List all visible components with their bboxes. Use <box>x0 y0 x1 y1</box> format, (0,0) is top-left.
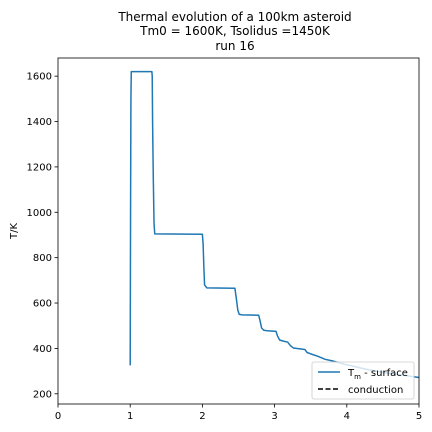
chart-title-line-1: Thermal evolution of a 100km asteroid <box>117 10 351 24</box>
chart-title-line-3: run 16 <box>215 39 254 53</box>
y-tick-label: 1000 <box>27 208 52 219</box>
y-axis-ticks: 200 400 600 800 1000 1200 1400 1600 <box>27 72 58 400</box>
plot-frame <box>57 57 420 405</box>
legend-label-surface: Tm - surface <box>347 368 408 381</box>
legend-label-surface-sub: m <box>354 373 361 381</box>
y-tick-label: 1400 <box>27 117 52 128</box>
y-tick-label: 400 <box>33 344 52 355</box>
x-tick-label: 0 <box>55 411 61 422</box>
y-tick-label: 600 <box>33 299 52 310</box>
legend-label-surface-rest: - surface <box>361 368 408 379</box>
legend-label-conduction: conduction <box>348 385 403 396</box>
legend: Tm - surface conduction <box>311 361 415 400</box>
y-tick-label: 1600 <box>27 72 52 83</box>
y-tick-label: 200 <box>33 389 52 400</box>
plot-area <box>57 57 420 405</box>
x-tick-label: 1 <box>127 411 133 422</box>
x-tick-label: 2 <box>199 411 205 422</box>
legend-label-surface-main: T <box>347 368 355 379</box>
plot-background <box>58 58 419 404</box>
y-axis-label: T/K <box>9 223 20 240</box>
x-tick-label: 5 <box>416 411 422 422</box>
x-tick-label: 3 <box>271 411 277 422</box>
y-tick-label: 1200 <box>27 162 52 173</box>
x-axis-ticks: 0 1 2 3 4 5 <box>55 404 422 422</box>
chart-title-line-2: Tm0 = 1600K, Tsolidus =1450K <box>139 24 331 38</box>
x-tick-label: 4 <box>344 411 350 422</box>
y-tick-label: 800 <box>33 253 52 264</box>
